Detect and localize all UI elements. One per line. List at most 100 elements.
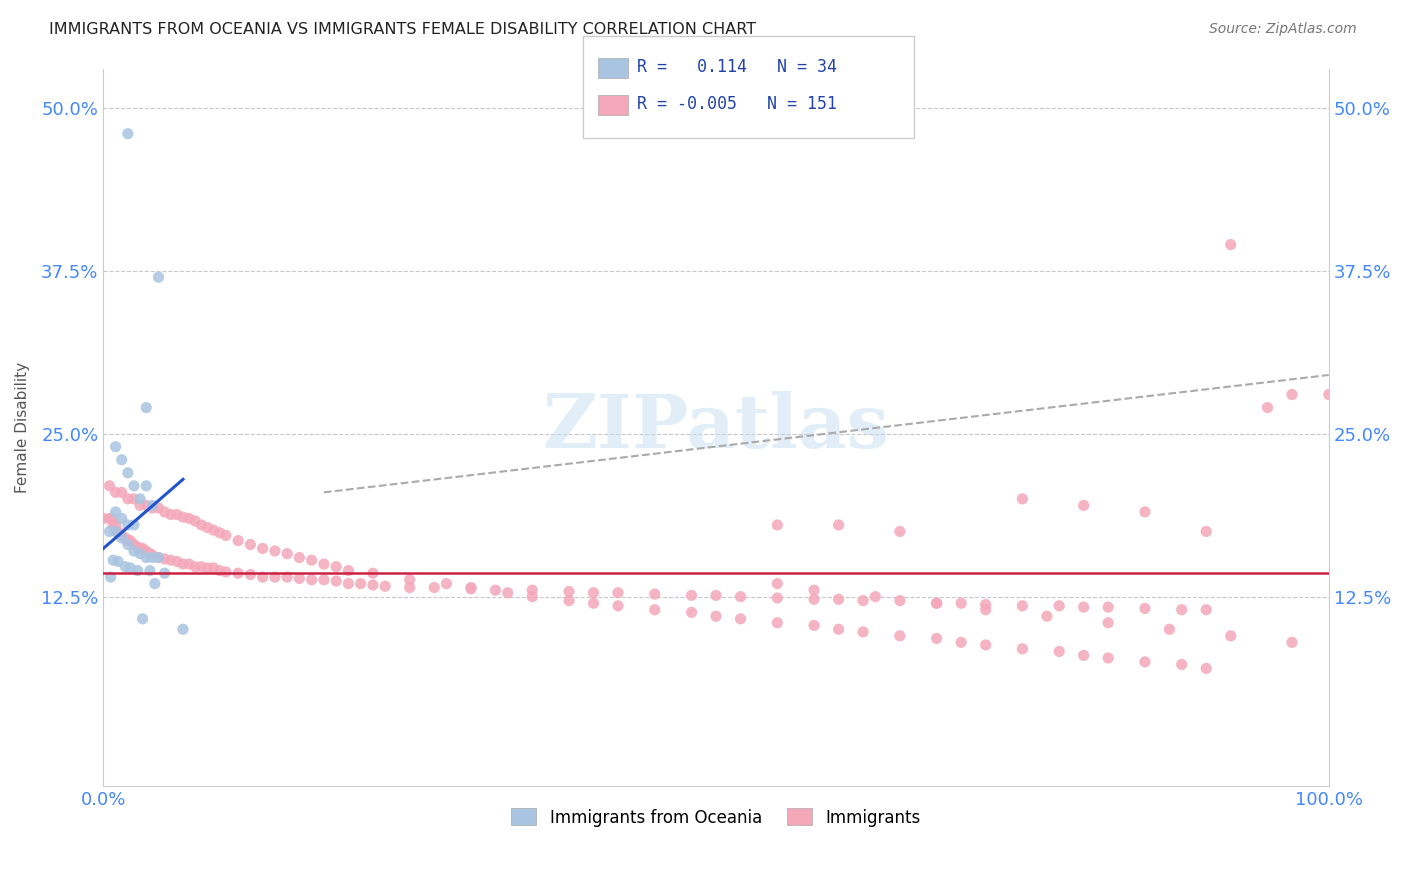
Point (117, 466, 139, 480)
Point (101, 553, 124, 567)
Point (141, 548, 163, 562)
Point (172, 510, 194, 524)
Y-axis label: Female Disability: Female Disability (15, 361, 30, 492)
Point (135, 499, 157, 513)
Point (208, 564, 231, 578)
Point (276, 547, 298, 561)
Point (730, 590, 752, 604)
Point (143, 576, 166, 591)
Point (1281, 387, 1303, 401)
Point (208, 525, 231, 540)
Point (766, 615, 789, 630)
Point (925, 596, 948, 610)
Point (852, 624, 875, 639)
Point (252, 541, 274, 556)
Point (974, 598, 997, 612)
Point (1073, 648, 1095, 663)
Point (681, 588, 703, 602)
Point (111, 531, 134, 545)
Point (607, 586, 630, 600)
Point (325, 559, 347, 574)
Point (111, 511, 134, 525)
Point (1195, 661, 1218, 675)
Point (361, 578, 384, 592)
Point (1133, 655, 1156, 669)
Point (1073, 499, 1095, 513)
Point (120, 533, 142, 548)
Point (803, 583, 825, 598)
Point (100, 570, 122, 584)
Point (644, 603, 666, 617)
Point (114, 531, 136, 545)
Point (135, 544, 157, 558)
Point (202, 523, 225, 537)
Point (104, 485, 127, 500)
Point (889, 593, 911, 607)
Point (111, 485, 134, 500)
Point (925, 596, 948, 610)
Point (104, 524, 127, 539)
Point (974, 603, 997, 617)
Point (190, 559, 212, 574)
Point (312, 557, 335, 571)
Point (827, 622, 849, 636)
Point (117, 537, 139, 551)
Point (301, 553, 323, 567)
Point (312, 573, 335, 587)
Point (184, 514, 207, 528)
Point (1219, 629, 1241, 643)
Point (107, 524, 129, 539)
Point (460, 582, 482, 596)
Point (1159, 622, 1181, 636)
Point (582, 596, 605, 610)
Point (803, 618, 825, 632)
Point (925, 632, 948, 646)
Point (93, 511, 115, 525)
Point (101, 518, 124, 533)
Point (827, 592, 849, 607)
Point (131, 612, 153, 626)
Point (117, 127, 139, 141)
Point (1097, 615, 1119, 630)
Point (226, 566, 249, 581)
Point (889, 524, 911, 539)
Point (159, 508, 181, 522)
Point (98, 511, 121, 525)
Text: R =   0.114   N = 34: R = 0.114 N = 34 (637, 58, 837, 76)
Point (104, 518, 127, 533)
Point (139, 547, 162, 561)
Point (730, 612, 752, 626)
Point (120, 561, 142, 575)
Point (288, 571, 311, 585)
Point (1317, 387, 1340, 401)
Point (153, 566, 176, 581)
Point (184, 559, 207, 574)
Legend: Immigrants from Oceania, Immigrants: Immigrants from Oceania, Immigrants (503, 800, 929, 835)
Point (827, 518, 849, 533)
Point (239, 567, 262, 582)
Point (1011, 641, 1033, 656)
Point (153, 552, 176, 566)
Point (117, 491, 139, 506)
Point (264, 570, 287, 584)
Point (129, 541, 152, 556)
Point (148, 270, 170, 285)
Point (127, 540, 149, 554)
Text: R = -0.005   N = 151: R = -0.005 N = 151 (637, 95, 837, 113)
Point (276, 570, 298, 584)
Point (1097, 651, 1119, 665)
Point (129, 499, 152, 513)
Point (148, 550, 170, 565)
Point (1097, 600, 1119, 615)
Point (1011, 599, 1033, 613)
Point (172, 557, 194, 571)
Point (202, 561, 225, 575)
Point (114, 559, 136, 574)
Text: IMMIGRANTS FROM OCEANIA VS IMMIGRANTS FEMALE DISABILITY CORRELATION CHART: IMMIGRANTS FROM OCEANIA VS IMMIGRANTS FE… (49, 22, 756, 37)
Point (135, 550, 157, 565)
Point (852, 593, 875, 607)
Point (98, 524, 121, 539)
Point (337, 564, 360, 578)
Point (522, 590, 544, 604)
Point (766, 576, 789, 591)
